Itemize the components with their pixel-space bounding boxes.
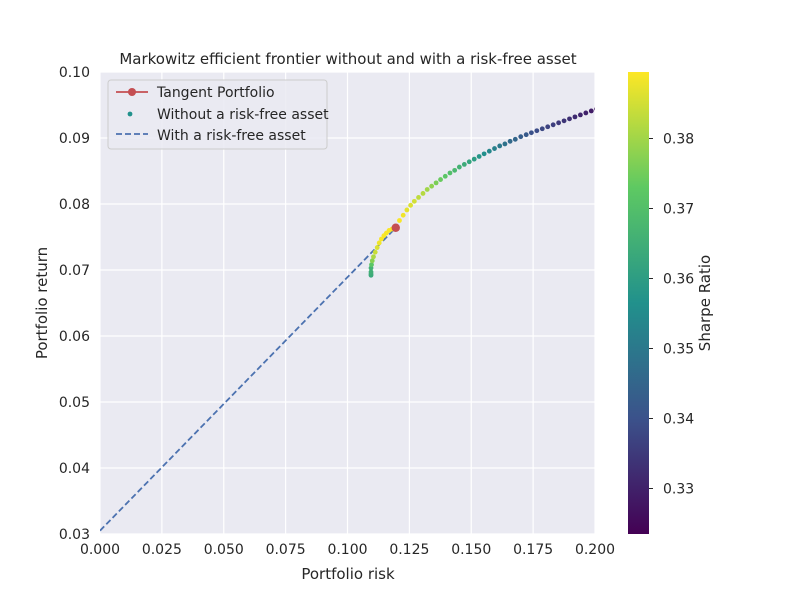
frontier-point <box>452 167 458 173</box>
x-tick-label: 0.075 <box>266 542 306 558</box>
tangent-portfolio-marker <box>391 223 400 232</box>
frontier-point <box>556 120 562 126</box>
y-tick-label: 0.03 <box>59 527 90 543</box>
x-axis-label: Portfolio risk <box>301 565 395 583</box>
colorbar-tick-label: 0.34 <box>663 412 694 428</box>
colorbar-tick-label: 0.35 <box>663 342 694 358</box>
frontier-point <box>486 148 492 154</box>
frontier-point <box>497 143 503 149</box>
legend-tangent-marker <box>128 88 136 96</box>
colorbar <box>628 72 649 534</box>
y-tick-label: 0.07 <box>59 263 90 279</box>
frontier-point <box>481 151 487 157</box>
x-tick-label: 0.100 <box>327 542 367 558</box>
frontier-point <box>539 126 545 132</box>
frontier-point <box>583 110 589 116</box>
frontier-point <box>502 141 508 147</box>
x-tick-label: 0.050 <box>204 542 244 558</box>
frontier-point <box>447 170 453 176</box>
frontier-point <box>466 159 472 165</box>
frontier-point <box>492 146 497 151</box>
frontier-point <box>528 130 534 136</box>
legend-scatter-marker <box>127 111 133 117</box>
frontier-point <box>438 177 443 182</box>
frontier-point <box>577 112 583 118</box>
frontier-point <box>433 180 439 186</box>
colorbar-tick-label: 0.38 <box>663 132 694 148</box>
x-tick-label: 0.200 <box>575 542 615 558</box>
frontier-point <box>404 207 410 213</box>
legend-box <box>107 79 328 150</box>
colorbar-tick-label: 0.37 <box>663 202 694 218</box>
frontier-point <box>397 218 402 223</box>
frontier-point <box>567 116 572 122</box>
chart-title: Markowitz efficient frontier without and… <box>119 50 576 68</box>
x-tick-label: 0.150 <box>451 542 491 558</box>
grid <box>99 71 596 535</box>
y-tick-label: 0.10 <box>59 65 90 81</box>
frontier-point <box>369 258 375 264</box>
series-layer <box>100 107 595 532</box>
frontier-point <box>400 212 406 218</box>
frontier-point <box>518 134 524 140</box>
frontier-point <box>545 124 551 130</box>
frontier-point <box>512 136 518 142</box>
frontier-point <box>424 187 430 192</box>
frontier-point <box>429 183 435 189</box>
legend-entry-without-rf: Without a risk-free asset <box>157 107 329 123</box>
colorbar-ticks: 0.33 0.34 0.35 0.36 0.37 0.38 <box>649 132 694 498</box>
frontier-point <box>371 254 376 260</box>
y-tick-label: 0.05 <box>59 395 90 411</box>
frontier-point <box>416 195 421 200</box>
x-tick-label: 0.025 <box>142 542 182 558</box>
frontier-point <box>523 132 529 138</box>
frontier-point <box>476 154 482 159</box>
colorbar-tick-label: 0.33 <box>663 482 694 498</box>
colorbar-tick-label: 0.36 <box>663 272 694 288</box>
frontier-point <box>411 198 417 204</box>
frontier-point <box>368 269 374 275</box>
frontier-point <box>456 164 462 170</box>
frontier-point <box>442 173 448 179</box>
frontier-point <box>588 108 594 114</box>
frontier-point <box>507 138 513 144</box>
frontier-point <box>376 240 382 246</box>
y-axis-label: Portfolio return <box>33 247 51 359</box>
x-tick-label: 0.125 <box>389 542 429 558</box>
legend-entry-with-rf: With a risk-free asset <box>157 128 306 144</box>
colorbar-label: Sharpe Ratio <box>696 255 714 351</box>
frontier-point <box>561 118 567 124</box>
frontier-point <box>461 162 467 167</box>
axis-ticks: 0.000 0.025 0.050 0.075 0.100 0.125 0.150 0.175… <box>59 65 615 558</box>
y-tick-label: 0.04 <box>59 461 90 477</box>
frontier-point <box>420 191 426 196</box>
x-tick-label: 0.175 <box>513 542 553 558</box>
frontier-point <box>369 262 374 268</box>
frontier-point <box>379 236 384 242</box>
frontier-point <box>534 128 540 134</box>
risk-free-line <box>100 227 397 532</box>
legend: Tangent Portfolio Without a risk-free as… <box>107 79 329 150</box>
frontier-point <box>372 249 378 255</box>
legend-entry-tangent: Tangent Portfolio <box>156 85 275 101</box>
y-tick-label: 0.09 <box>59 131 90 147</box>
frontier-point <box>374 245 380 250</box>
frontier-point <box>471 156 477 162</box>
x-tick-label: 0.000 <box>80 542 120 558</box>
frontier-point <box>572 114 578 120</box>
y-tick-label: 0.08 <box>59 197 90 213</box>
frontier-point <box>594 107 595 111</box>
frontier-point <box>408 202 414 208</box>
frontier-point <box>550 122 556 128</box>
y-tick-label: 0.06 <box>59 329 90 345</box>
